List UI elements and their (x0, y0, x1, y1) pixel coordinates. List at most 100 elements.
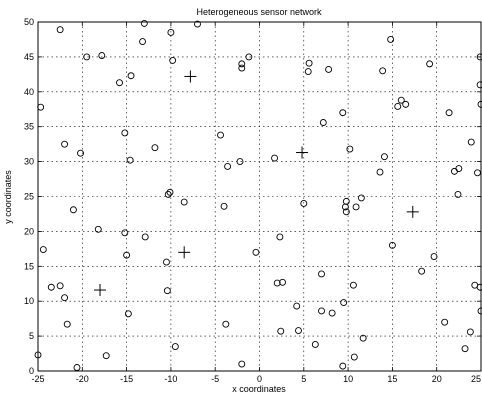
sensor-node-point (180, 198, 188, 206)
x-tick-label: -15 (120, 374, 133, 384)
sensor-node-point (350, 353, 358, 361)
sensor-node-point (340, 299, 348, 307)
sensor-node-point (476, 53, 482, 61)
sensor-node-point (140, 19, 148, 27)
sensor-node-point (220, 202, 228, 210)
x-tick-label: -25 (31, 374, 44, 384)
cluster-head-point (184, 70, 197, 83)
sensor-node-point (418, 267, 426, 275)
sensor-node-point (63, 320, 71, 328)
sensor-node-point (126, 156, 134, 164)
grid-lines (38, 22, 481, 371)
sensor-node-point (34, 351, 42, 359)
sensor-node-point (37, 103, 45, 111)
sensor-node-point (194, 20, 201, 28)
sensor-node-point (164, 190, 172, 198)
y-tick-label: 40 (24, 87, 34, 97)
chart-title: Heterogeneous sensor network (196, 7, 322, 17)
sensor-node-point (430, 253, 438, 260)
y-tick-label: 0 (29, 366, 34, 376)
sensor-node-point (325, 66, 333, 73)
x-tick-label: 5 (301, 374, 306, 384)
sensor-node-point (222, 320, 230, 328)
sensor-node-point (139, 38, 146, 45)
sensor-node-point (56, 282, 64, 290)
sensor-node-point (77, 149, 84, 157)
sensor-node-point (397, 96, 405, 104)
x-tick-label: 15 (387, 374, 397, 384)
sensor-node-point (163, 287, 171, 295)
sensor-node-point (163, 258, 170, 266)
cluster-head-point (296, 146, 309, 159)
x-tick-label: -20 (76, 374, 89, 384)
sensor-node-point (238, 360, 246, 368)
sensor-node-point (311, 341, 319, 348)
sensor-node-point (39, 246, 47, 253)
sensor-node-point (245, 53, 253, 61)
sensor-node-point (121, 229, 129, 237)
sensor-node-point (98, 52, 106, 59)
sensor-node-point (318, 307, 325, 315)
x-tick-label: -10 (164, 374, 177, 384)
sensor-node-point (171, 343, 179, 351)
sensor-node-point (94, 225, 102, 233)
sensor-node-point (328, 309, 336, 317)
sensor-node-point (127, 72, 135, 80)
sensor-node-point (339, 109, 347, 117)
sensor-node-point (169, 56, 177, 64)
cluster-head-point (94, 284, 107, 297)
sensor-node-point (238, 64, 246, 72)
sensor-node-point (83, 53, 91, 61)
sensor-node-point (426, 60, 434, 68)
sensor-node-point (318, 270, 325, 278)
sensor-node-point (167, 29, 175, 36)
y-tick-label: 15 (24, 261, 34, 271)
y-tick-label: 10 (24, 296, 34, 306)
sensor-node-point (141, 233, 149, 241)
sensor-node-point (271, 154, 279, 162)
x-tick-label: -5 (211, 374, 219, 384)
y-tick-label: 30 (24, 157, 34, 167)
y-tick-label: 25 (24, 192, 34, 202)
sensor-node-point (376, 168, 384, 176)
sensor-node-point (477, 100, 482, 108)
sensor-node-point (102, 352, 110, 360)
sensor-node-point (466, 328, 474, 336)
sensor-node-point (342, 208, 350, 216)
x-tick-label: 25 (471, 374, 481, 384)
sensor-node-point (388, 241, 396, 249)
x-tick-label: 10 (343, 374, 353, 384)
sensor-node-point (467, 138, 475, 146)
sensor-node-point (73, 364, 81, 371)
sensor-node-point (121, 129, 129, 137)
sensor-node-point (295, 327, 302, 334)
sensor-node-point (273, 279, 281, 287)
sensor-node-point (476, 81, 482, 89)
sensor-node-point (476, 283, 482, 291)
sensor-node-point (394, 103, 402, 110)
y-axis-label: y coordinates (3, 170, 13, 224)
sensor-node-point (380, 153, 388, 161)
sensor-node-point (450, 167, 458, 175)
sensor-node-point (238, 60, 246, 68)
sensor-node-point (387, 36, 395, 43)
sensor-node-point (474, 169, 481, 177)
sensor-node-point (61, 294, 69, 302)
x-tick-label: 20 (432, 374, 442, 384)
sensor-node-point (441, 318, 449, 326)
sensor-node-point (339, 362, 347, 370)
sensor-node-point (352, 203, 360, 211)
x-tick-label: 0 (257, 374, 262, 384)
sensor-node-point (461, 345, 469, 353)
sensor-node-point (341, 203, 349, 211)
sensor-node-point (61, 140, 69, 148)
sensor-node-point (69, 206, 77, 214)
sensor-node-point (277, 327, 285, 335)
sensor-node-point (305, 59, 313, 67)
sensor-node-point (304, 68, 312, 76)
sensor-node-point (166, 188, 174, 196)
sensor-node-point (346, 145, 354, 153)
axis-ticks: -25 -20 -15 -10 -5 0 5 10 15 20 25 0 5 10 15 20 25 30 35 40… (24, 17, 482, 384)
sensor-node-point (293, 302, 301, 310)
y-tick-label: 5 (29, 331, 34, 341)
